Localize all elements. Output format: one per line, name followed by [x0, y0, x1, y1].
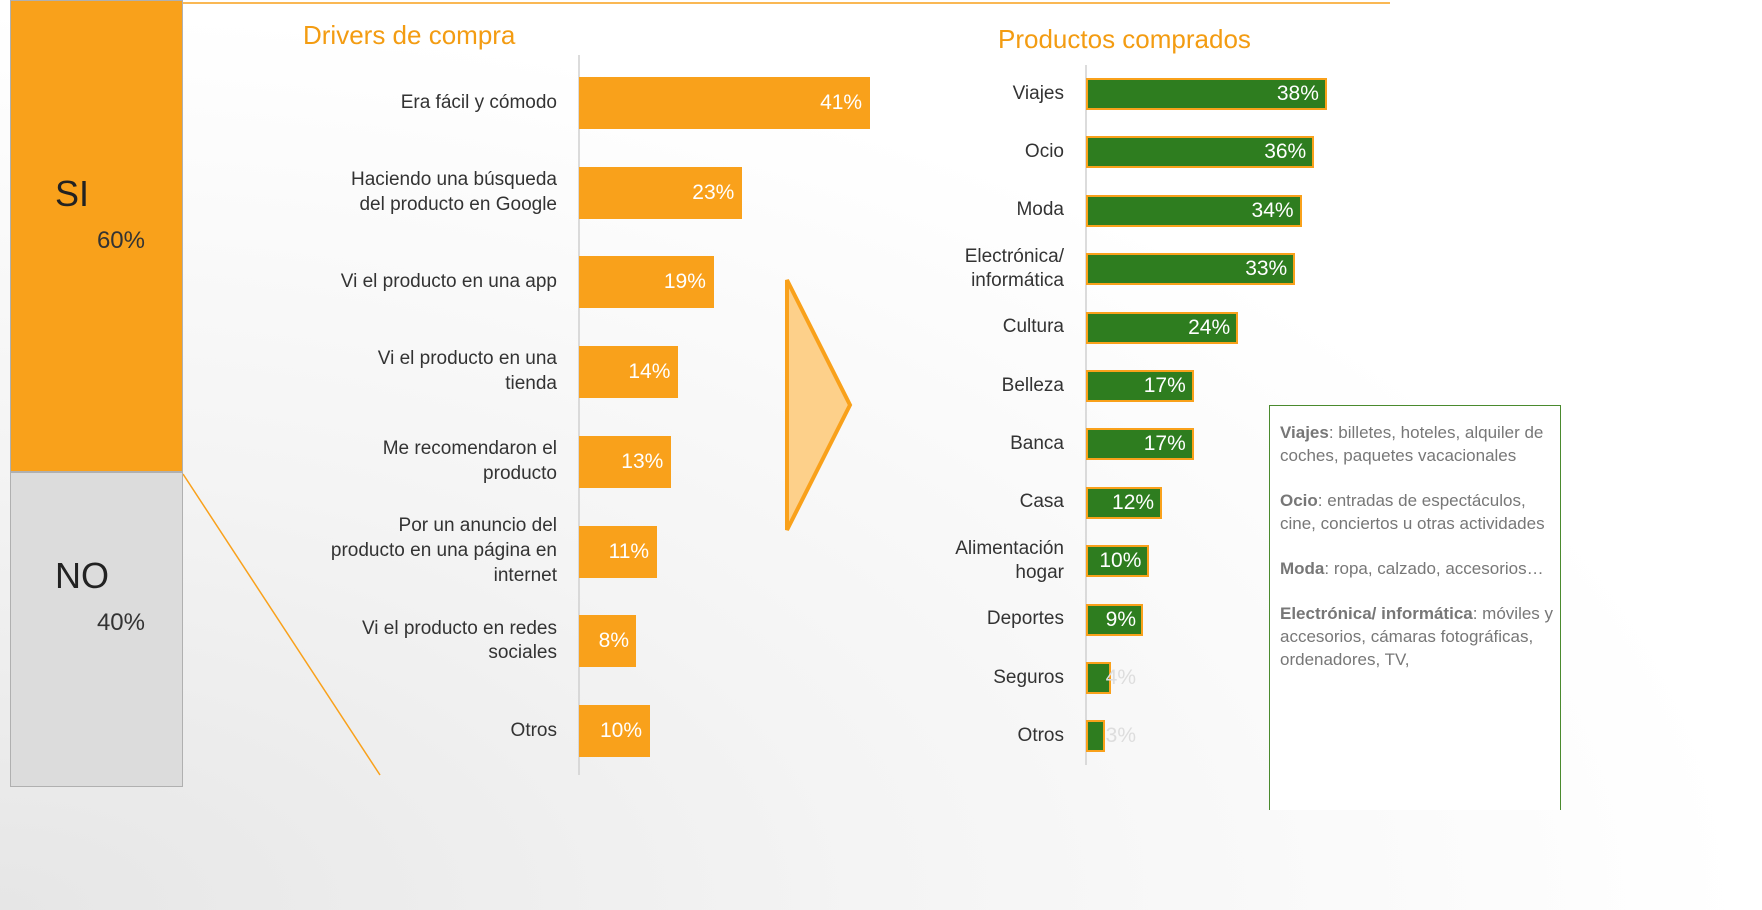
bar: [1086, 78, 1327, 110]
value-label: 17%: [1143, 432, 1186, 456]
note-term: Ocio: [1280, 490, 1318, 510]
category-label: Por un anuncio del producto en una págin…: [330, 515, 557, 586]
bar: [1086, 370, 1194, 402]
bar: [1086, 486, 1163, 519]
segment-value: 60%: [96, 227, 145, 254]
note-text: : móviles y accesorios, cámaras fotográf…: [1280, 603, 1554, 669]
category-label: Haciendo una búsqueda del producto en Go…: [350, 169, 557, 215]
category-label: Casa: [1019, 491, 1064, 513]
bar: [1086, 136, 1315, 169]
category-label: Seguros: [993, 666, 1064, 688]
category-label: Electrónica/ informática: [964, 245, 1064, 292]
category-label: Otros: [1017, 725, 1064, 747]
note-text: : billetes, hoteles, alquiler de coches,…: [1280, 423, 1544, 465]
bar: [579, 704, 650, 757]
value-label: 33%: [1245, 257, 1288, 281]
bar: [1086, 720, 1106, 753]
category-label: Vi el producto en una tienda: [377, 348, 557, 395]
category-label: Banca: [1010, 433, 1064, 455]
category-label: Belleza: [1001, 374, 1064, 396]
value-label: 4%: [1105, 666, 1136, 689]
value-label: 12%: [1112, 490, 1155, 514]
category-label: Me recomendaron el producto: [382, 438, 557, 484]
segment-name: NO: [55, 555, 109, 597]
bar: [579, 256, 714, 309]
value-label: 17%: [1143, 374, 1186, 397]
value-label: 8%: [598, 629, 629, 653]
note: Viajes: billetes, hoteles, alquiler de c…: [1280, 422, 1560, 468]
value-label: 3%: [1105, 724, 1136, 748]
value-label: 9%: [1105, 607, 1136, 631]
chart-title: Drivers de compra: [303, 20, 516, 50]
bar: [1086, 428, 1194, 461]
value-label: 41%: [820, 91, 863, 114]
notes-box: Viajes: billetes, hoteles, alquiler de c…: [1269, 405, 1561, 810]
value-label: 38%: [1276, 82, 1319, 105]
value-label: 10%: [599, 718, 642, 742]
value-label: 11%: [608, 539, 650, 563]
category-label: Cultura: [1002, 316, 1064, 338]
note-term: Moda: [1280, 558, 1325, 578]
note-term: Viajes: [1280, 423, 1329, 442]
category-label: Alimentación hogar: [955, 537, 1064, 584]
value-label: 19%: [663, 270, 706, 294]
value-label: 13%: [621, 449, 664, 473]
bar: [1086, 311, 1239, 344]
bar: [1086, 194, 1302, 227]
note-text: : entradas de espectáculos, cine, concie…: [1280, 490, 1545, 533]
bar: [579, 166, 743, 219]
bar: [1086, 545, 1150, 578]
note-term: Electrónica/ informática: [1280, 603, 1473, 623]
value-label: 24%: [1188, 315, 1231, 339]
value-label: 10%: [1099, 549, 1142, 573]
bar: [579, 615, 636, 668]
stack-segment: [10, 472, 183, 787]
category-label: Vi el producto en redes sociales: [361, 617, 557, 664]
category-label: Ocio: [1024, 141, 1064, 163]
chart-title: Productos comprados: [998, 24, 1251, 54]
bar: [1086, 253, 1296, 286]
stack-segment: [10, 0, 183, 473]
note: Electrónica/ informática: móviles y acce…: [1280, 603, 1560, 672]
bar: [579, 346, 679, 399]
category-label: Deportes: [986, 608, 1064, 630]
note: Ocio: entradas de espectáculos, cine, co…: [1280, 490, 1560, 536]
category-label: Viajes: [1012, 82, 1064, 104]
bar: [1086, 603, 1144, 636]
value-label: 34%: [1251, 198, 1294, 222]
note-text: : ropa, calzado, accesorios…: [1324, 558, 1544, 578]
bar: [579, 435, 672, 488]
arrow: [785, 279, 853, 531]
category-label: Vi el producto en una app: [340, 271, 557, 293]
value-label: 36%: [1264, 140, 1307, 164]
category-label: Moda: [1016, 199, 1064, 221]
bar: [579, 77, 871, 129]
bar: [579, 525, 658, 578]
value-label: 14%: [628, 360, 671, 384]
zoom-line: [182, 473, 381, 776]
segment-value: 40%: [96, 609, 145, 637]
note: Moda: ropa, calzado, accesorios…: [1280, 558, 1560, 581]
bar: [1086, 662, 1112, 694]
category-label: Otros: [510, 719, 557, 741]
value-label: 23%: [692, 180, 735, 204]
segment-name: SI: [55, 173, 90, 214]
category-label: Era fácil y cómodo: [400, 91, 557, 113]
